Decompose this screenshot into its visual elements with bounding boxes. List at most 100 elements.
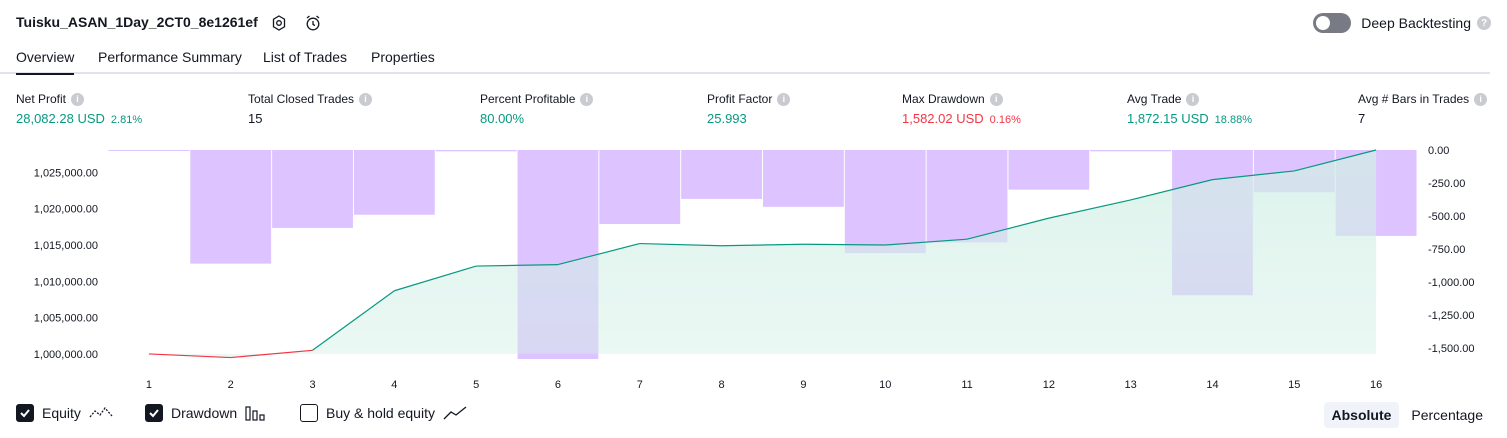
metric-value: 7 (1358, 111, 1366, 126)
drawdown-bar[interactable] (190, 150, 272, 264)
x-axis-tick-label: 8 (719, 379, 725, 391)
chart-footer: Equity Drawdown Buy & hold equity Absolu… (0, 400, 1507, 430)
equity-line-segment (1048, 199, 1131, 219)
right-axis-tick-label: 0.00 (1428, 145, 1449, 157)
metric-net-profit: Net Profit i 28,082.28 USD 2.81% (16, 92, 142, 126)
metric-value: 25.993 (707, 111, 747, 126)
buy-hold-label: Buy & hold equity (326, 405, 435, 421)
left-axis-tick-label: 1,005,000.00 (34, 313, 98, 325)
drawdown-bar[interactable] (681, 150, 762, 199)
value-mode-switch: Absolute Percentage (1320, 402, 1492, 428)
x-axis-tick-label: 15 (1288, 379, 1300, 391)
equity-toggle[interactable]: Equity (16, 404, 113, 422)
x-axis-tick-label: 12 (1043, 379, 1055, 391)
right-axis-tick-label: -1,000.00 (1428, 277, 1474, 289)
left-axis-tick-label: 1,010,000.00 (34, 276, 98, 288)
metric-label: Avg # Bars in Trades (1358, 92, 1470, 106)
tab-properties[interactable]: Properties (371, 49, 435, 65)
info-icon[interactable]: i (1474, 92, 1488, 106)
info-icon[interactable]: i (580, 92, 594, 106)
buy-hold-line-icon (443, 405, 467, 421)
tab-list-of-trades[interactable]: List of Trades (263, 49, 348, 65)
info-icon[interactable]: i (989, 92, 1003, 106)
x-axis-tick-label: 11 (961, 379, 972, 391)
x-axis-tick-label: 2 (228, 379, 234, 391)
equity-line-segment (1130, 179, 1213, 201)
tab-performance-summary[interactable]: Performance Summary (98, 49, 242, 65)
deep-backtesting-control: Deep Backtesting ? (1313, 12, 1491, 34)
report-header: Tuisku_ASAN_1Day_2CT0_8e1261ef Deep Back… (0, 0, 1507, 46)
metric-percent-profitable: Percent Profitable i 80.00% (480, 92, 594, 126)
drawdown-toggle[interactable]: Drawdown (145, 404, 267, 422)
right-axis-tick-label: -750.00 (1428, 244, 1465, 256)
equity-line-segment (721, 243, 804, 247)
equity-line-segment (394, 265, 477, 292)
tab-overview[interactable]: Overview (16, 49, 75, 75)
metric-percent: 2.81% (110, 114, 143, 126)
drawdown-bar[interactable] (435, 150, 517, 152)
x-axis-tick-label: 10 (879, 379, 891, 391)
drawdown-bar[interactable] (1008, 150, 1090, 190)
right-axis-tick-label: -1,500.00 (1428, 343, 1474, 355)
drawdown-checkbox[interactable] (145, 404, 163, 422)
equity-line-segment (885, 238, 968, 246)
metric-total-closed-trades: Total Closed Trades i 15 (248, 92, 373, 126)
report-tabs: Overview Performance Summary List of Tra… (0, 46, 1490, 75)
equity-checkbox[interactable] (16, 404, 34, 422)
metric-label: Max Drawdown (902, 92, 985, 106)
deep-backtesting-label: Deep Backtesting (1361, 15, 1471, 31)
absolute-mode-button[interactable]: Absolute (1323, 402, 1400, 428)
drawdown-bar[interactable] (844, 150, 926, 254)
metric-avg-trade: Avg Trade i 1,872.15 USD 18.88% (1127, 92, 1252, 126)
equity-line-segment (148, 353, 231, 359)
info-icon[interactable]: i (359, 92, 373, 106)
equity-label: Equity (42, 405, 81, 421)
info-icon[interactable]: i (71, 92, 85, 106)
drawdown-bar[interactable] (353, 150, 435, 215)
metric-label: Percent Profitable (480, 92, 576, 106)
x-axis-tick-label: 16 (1370, 379, 1382, 391)
equity-line-segment (639, 242, 722, 247)
metric-profit-factor: Profit Factor i 25.993 (707, 92, 791, 126)
equity-line-segment (1212, 170, 1295, 181)
equity-line-segment (476, 264, 558, 267)
equity-line-segment (230, 349, 313, 359)
percentage-mode-button[interactable]: Percentage (1411, 407, 1483, 423)
settings-gear-icon[interactable] (268, 12, 290, 34)
drawdown-bars-icon (245, 405, 267, 421)
x-axis-tick-label: 9 (800, 379, 806, 391)
metric-percent: 0.16% (989, 114, 1021, 126)
buy-hold-checkbox[interactable] (300, 404, 318, 422)
right-axis-tick-label: -500.00 (1428, 211, 1465, 223)
drawdown-bar[interactable] (763, 150, 844, 207)
left-axis-tick-label: 1,015,000.00 (34, 240, 98, 252)
buy-hold-toggle[interactable]: Buy & hold equity (300, 404, 467, 422)
left-axis-tick-label: 1,025,000.00 (34, 167, 98, 179)
drawdown-bar[interactable] (108, 150, 190, 151)
equity-line-segment (966, 217, 1049, 240)
x-axis-tick-label: 14 (1206, 379, 1218, 391)
info-icon[interactable]: i (1186, 92, 1200, 106)
drawdown-bar[interactable] (1090, 150, 1172, 152)
metric-percent: 18.88% (1214, 114, 1252, 126)
help-icon[interactable]: ? (1477, 16, 1491, 30)
left-axis-tick-label: 1,020,000.00 (34, 204, 98, 216)
metric-label: Net Profit (16, 92, 67, 106)
deep-backtesting-toggle[interactable] (1313, 13, 1352, 33)
drawdown-bar[interactable] (272, 150, 353, 228)
metric-avg-bars-in-trades: Avg # Bars in Trades i 7 (1358, 92, 1488, 126)
x-axis-tick-label: 5 (473, 379, 479, 391)
metric-label: Avg Trade (1127, 92, 1182, 106)
metric-label: Profit Factor (707, 92, 773, 106)
metric-label: Total Closed Trades (248, 92, 355, 106)
drawdown-bar[interactable] (926, 150, 1008, 243)
drawdown-bar[interactable] (599, 150, 681, 224)
equity-line-segment (312, 290, 395, 351)
equity-area (148, 150, 1377, 358)
equity-drawdown-chart[interactable]: 1,000,000.00 1,005,000.00 1,010,000.00 1,01… (0, 140, 1507, 396)
right-axis-tick-label: -1,250.00 (1428, 310, 1474, 322)
info-icon[interactable]: i (777, 92, 791, 106)
drawdown-label: Drawdown (171, 405, 238, 421)
alarm-clock-icon[interactable] (302, 12, 324, 34)
metric-value: 1,582.02 USD (902, 111, 984, 126)
